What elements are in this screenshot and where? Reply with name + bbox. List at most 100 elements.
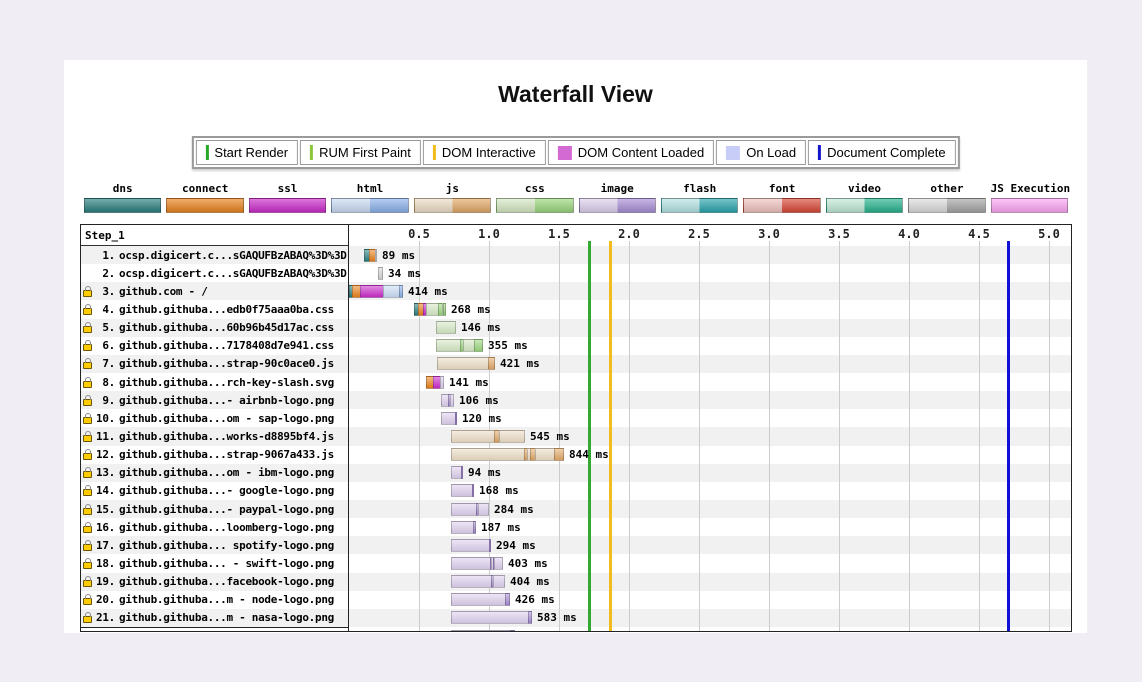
request-bar[interactable] — [451, 429, 525, 443]
request-bar[interactable] — [451, 520, 476, 534]
request-row[interactable]: 20. github.githuba...m - node-logo.png — [81, 591, 348, 609]
category-html: html — [331, 182, 409, 213]
request-bar[interactable] — [426, 375, 444, 389]
request-bar[interactable] — [441, 393, 454, 407]
request-url: github.githuba...facebook-logo.png — [119, 575, 334, 589]
request-bar[interactable] — [451, 466, 463, 480]
request-row[interactable]: 6. github.githuba...7178408d7e941.css — [81, 337, 348, 355]
waterfall-row — [349, 627, 1071, 631]
gridline — [559, 241, 560, 631]
bar-segment-img_l — [450, 393, 454, 407]
category-label: other — [930, 182, 964, 195]
request-duration-label: 168 ms — [479, 484, 519, 498]
request-bar[interactable] — [441, 411, 457, 425]
lock-icon — [81, 576, 94, 588]
request-bar[interactable] — [414, 302, 446, 316]
request-row[interactable]: 5. github.githuba...60b96b45d17ac.css — [81, 318, 348, 337]
request-row[interactable]: 16. github.githuba...loomberg-logo.png — [81, 518, 348, 536]
legend-item-rum-first-paint: RUM First Paint — [300, 140, 421, 165]
request-bar[interactable] — [451, 502, 489, 516]
bar-segment-css_l — [463, 339, 475, 353]
waterfall-row: 426 ms — [349, 591, 1071, 609]
lock-icon — [83, 576, 92, 588]
request-bar[interactable] — [437, 357, 495, 371]
waterfall-row: 141 ms — [349, 373, 1071, 391]
bar-segment-img_d — [472, 484, 474, 498]
category-image: image — [578, 182, 656, 213]
request-bar[interactable] — [436, 321, 456, 335]
request-row[interactable]: 10. github.githuba...om - sap-logo.png — [81, 409, 348, 427]
bar-segment-js_d — [554, 448, 564, 462]
category-label: dns — [112, 182, 133, 195]
request-row[interactable]: 7. github.githuba...strap-90c0ace0.js — [81, 354, 348, 373]
request-number: 19. — [96, 575, 115, 589]
request-bar[interactable] — [436, 339, 483, 353]
request-row[interactable]: 13. github.githuba...om - ibm-logo.png — [81, 463, 348, 482]
bar-segment-img_l — [451, 575, 492, 589]
request-url: github.githuba... spotify-logo.png — [119, 538, 334, 552]
request-duration-label: 106 ms — [459, 393, 499, 407]
request-row[interactable]: 15. github.githuba...- paypal-logo.png — [81, 499, 348, 519]
request-bar[interactable] — [364, 248, 377, 262]
bar-segment-css_d — [474, 339, 483, 353]
bar-segment-img_l — [440, 375, 444, 389]
gridline — [419, 241, 420, 631]
bar-segment-html_d — [399, 284, 403, 298]
request-bar[interactable] — [451, 629, 515, 631]
category-css: css — [496, 182, 574, 213]
request-bar[interactable] — [451, 538, 491, 552]
request-row[interactable]: 14. github.githuba...- google-logo.png — [81, 482, 348, 500]
request-number: 8. — [102, 375, 115, 389]
bar-segment-img_d — [455, 411, 457, 425]
request-bar[interactable] — [451, 556, 503, 570]
axis-tick-label: 3.0 — [758, 227, 780, 241]
lock-icon — [81, 430, 94, 442]
request-duration-label: 355 ms — [488, 339, 528, 353]
request-bar[interactable] — [378, 266, 383, 280]
request-row[interactable]: 9. github.githuba...- airbnb-logo.png — [81, 391, 348, 410]
request-duration-label: 89 ms — [382, 248, 416, 262]
request-row[interactable]: 1. ocsp.digicert.c...sGAQUFBzABAQ%3D%3D — [81, 246, 348, 265]
request-row[interactable]: 4. github.githuba...edb0f75aaa0ba.css — [81, 300, 348, 318]
category-label: html — [356, 182, 384, 195]
legend-item-start-render: Start Render — [195, 140, 299, 165]
bar-segment-img_d — [461, 466, 463, 480]
gridline — [629, 241, 630, 631]
waterfall-row: 414 ms — [349, 282, 1071, 301]
request-bar[interactable] — [451, 575, 505, 589]
request-row[interactable]: 12. github.githuba...strap-9067a433.js — [81, 446, 348, 464]
request-url: github.githuba...strap-90c0ace0.js — [119, 357, 334, 371]
request-row[interactable]: 11. github.githuba...works-d8895bf4.js — [81, 427, 348, 446]
lock-icon — [83, 467, 92, 479]
event-legend: Start Render RUM First Paint DOM Interacti… — [191, 136, 960, 169]
request-bar[interactable] — [349, 284, 403, 298]
request-number: 3. — [102, 284, 115, 298]
legend-item-dom-interactive: DOM Interactive — [422, 140, 546, 165]
request-bar[interactable] — [451, 448, 564, 462]
request-number: 12. — [96, 448, 115, 462]
legend-marker-icon — [310, 145, 314, 160]
legend-label: Document Complete — [827, 145, 946, 160]
request-bar[interactable] — [451, 593, 510, 607]
bar-segment-img_l — [494, 556, 503, 570]
request-row[interactable]: 3. github.com - / — [81, 282, 348, 301]
legend-item-dom-content-loaded: DOM Content Loaded — [547, 140, 715, 165]
gridline — [769, 241, 770, 631]
request-row[interactable]: 19. github.githuba...facebook-logo.png — [81, 572, 348, 591]
request-list-panel: Step_1 1. ocsp.digicert.c...sGAQUFBzABAQ%… — [81, 225, 349, 631]
request-row[interactable]: 18. github.githuba... - swift-logo.png — [81, 554, 348, 572]
request-row[interactable]: 21. github.githuba...m - nasa-logo.png — [81, 608, 348, 627]
request-bar[interactable] — [451, 611, 532, 625]
lock-icon — [83, 376, 92, 388]
request-bar[interactable] — [451, 484, 474, 498]
axis-tick-label: 1.5 — [548, 227, 570, 241]
request-row[interactable]: 2. ocsp.digicert.c...sGAQUFBzABAQ%3D%3D — [81, 264, 348, 282]
bar-segment-js_d — [488, 357, 495, 371]
request-row[interactable]: 8. github.githuba...rch-key-slash.svg — [81, 373, 348, 391]
category-other: other — [908, 182, 986, 213]
category-swatch — [908, 198, 986, 213]
bar-segment-img_d — [528, 611, 532, 625]
request-url: github.githuba...7178408d7e941.css — [119, 339, 334, 353]
category-label: video — [847, 182, 882, 195]
request-row[interactable]: 17. github.githuba... spotify-logo.png — [81, 536, 348, 555]
